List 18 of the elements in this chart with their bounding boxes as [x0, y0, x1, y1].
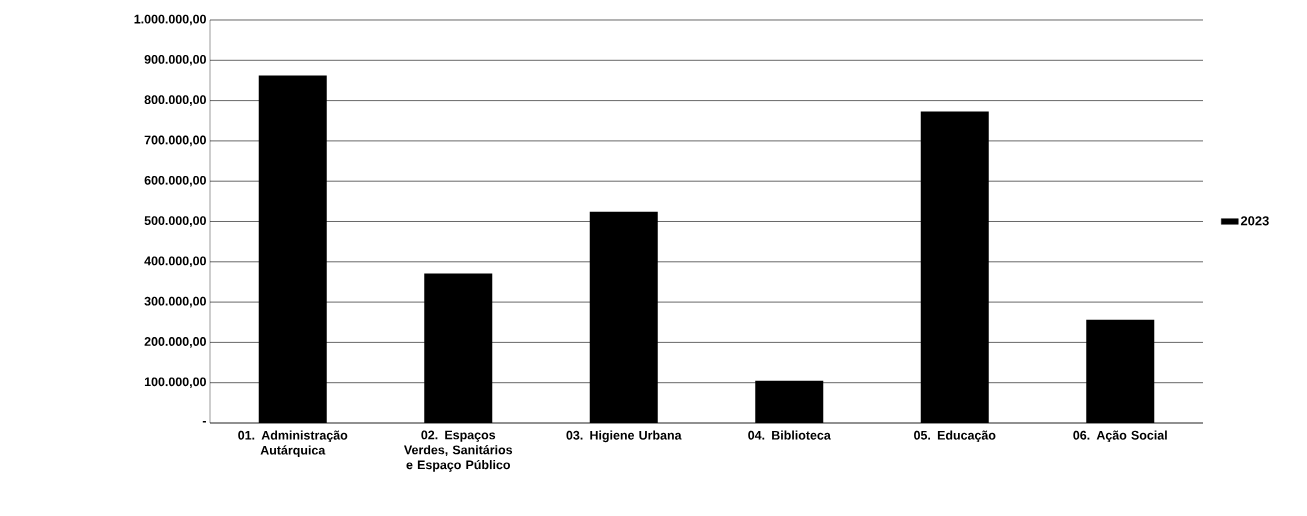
x-tick-label: 05. Educação	[914, 430, 996, 443]
x-tick-label: 01. Administração Autárquica	[238, 430, 348, 458]
y-tick-label: 1.000.000,00	[134, 14, 206, 26]
y-tick-label: 600.000,00	[144, 175, 206, 187]
y-tick-label: 900.000,00	[144, 54, 206, 66]
y-tick-label: 700.000,00	[144, 135, 206, 147]
y-tick-label: 500.000,00	[144, 216, 206, 227]
x-tick-label: 04. Biblioteca	[748, 430, 831, 440]
x-tick-label: 02. Espaços Verdes, Sanitários e Espaço Público	[403, 430, 513, 472]
legend-label: 2023	[1240, 216, 1269, 226]
y-tick-label: 100.000,00	[144, 377, 206, 388]
y-tick-label: 200.000,00	[144, 337, 206, 348]
x-tick-label: 03. Higiene Urbana	[566, 430, 682, 443]
y-tick-label: 300.000,00	[144, 296, 206, 308]
y-tick-label: 400.000,00	[144, 256, 206, 268]
x-tick-label: 06. Ação Social	[1073, 430, 1167, 443]
y-tick-label: -	[202, 421, 206, 423]
y-tick-label: 800.000,00	[144, 95, 206, 106]
